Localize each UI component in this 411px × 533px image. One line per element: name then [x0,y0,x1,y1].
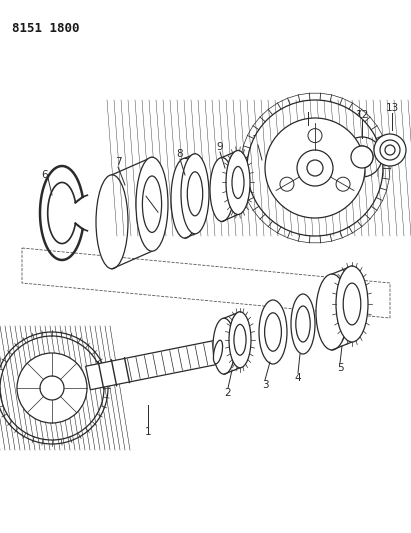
Text: 13: 13 [386,103,399,113]
Ellipse shape [234,325,246,355]
Ellipse shape [187,172,203,216]
Text: 8: 8 [177,149,183,159]
Ellipse shape [316,274,348,350]
Text: 8151 1800: 8151 1800 [12,22,79,35]
Text: 11: 11 [301,102,315,112]
Ellipse shape [210,158,234,222]
Ellipse shape [296,306,310,342]
Ellipse shape [96,175,128,269]
Circle shape [17,353,87,423]
Circle shape [374,134,406,166]
Polygon shape [85,340,220,390]
Ellipse shape [142,176,162,232]
Circle shape [342,137,382,177]
Ellipse shape [232,166,244,198]
Ellipse shape [136,157,168,251]
Ellipse shape [336,266,368,342]
Circle shape [351,146,373,168]
Ellipse shape [265,313,282,351]
Text: 5: 5 [337,363,343,373]
Circle shape [385,145,395,155]
Text: 2: 2 [225,388,231,398]
Circle shape [0,332,108,444]
Text: 12: 12 [356,110,369,120]
Text: 3: 3 [262,380,268,390]
Circle shape [336,177,350,191]
Circle shape [40,376,64,400]
Text: 1: 1 [145,427,151,437]
Ellipse shape [259,300,287,364]
Text: 10: 10 [252,135,265,145]
Ellipse shape [226,150,250,214]
Circle shape [280,177,294,191]
Circle shape [351,146,373,168]
Circle shape [297,150,333,186]
Ellipse shape [229,312,251,368]
Text: 4: 4 [295,373,301,383]
Ellipse shape [171,158,199,238]
Text: 9: 9 [217,142,223,152]
Circle shape [380,140,400,160]
Circle shape [307,160,323,176]
Ellipse shape [213,340,223,364]
Text: 6: 6 [42,170,48,180]
Circle shape [247,100,383,236]
Circle shape [308,128,322,143]
Ellipse shape [343,283,361,325]
Ellipse shape [213,318,235,374]
Ellipse shape [291,294,315,354]
Ellipse shape [181,154,209,234]
Text: 7: 7 [115,157,121,167]
Circle shape [265,118,365,218]
